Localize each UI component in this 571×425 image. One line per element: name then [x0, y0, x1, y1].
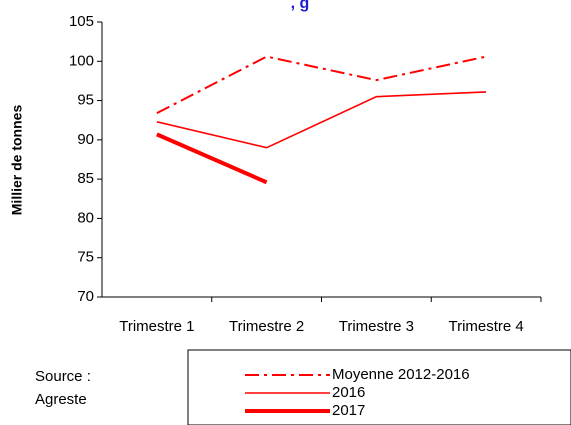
y-tick-label: 100 [69, 52, 94, 69]
y-tick-label: 95 [77, 92, 94, 109]
legend-label: 2017 [332, 402, 365, 419]
series-line [156, 55, 487, 115]
legend-box [187, 349, 571, 425]
chart-title: , g [291, 0, 310, 12]
y-tick-label: 85 [77, 170, 94, 187]
x-tick-label: Trimestre 4 [448, 318, 523, 335]
legend-label: Moyenne 2012-2016 [332, 366, 470, 383]
legend-label: 2016 [332, 384, 365, 401]
x-tick-label: Trimestre 2 [229, 318, 304, 335]
x-tick-label: Trimestre 3 [339, 318, 414, 335]
y-tick-label: 75 [77, 249, 94, 266]
y-tick-label: 90 [77, 131, 94, 148]
source: Source : [35, 368, 91, 385]
series-line [156, 132, 268, 185]
x-tick-label: Trimestre 1 [119, 318, 194, 335]
y-tick-label: 105 [69, 13, 94, 30]
y-tick-label: 70 [77, 288, 94, 305]
series-line [156, 91, 487, 149]
y-tick-label: 80 [77, 209, 94, 226]
y-axis-label: Millier de tonnes [9, 105, 25, 216]
source: Agreste [35, 391, 87, 408]
